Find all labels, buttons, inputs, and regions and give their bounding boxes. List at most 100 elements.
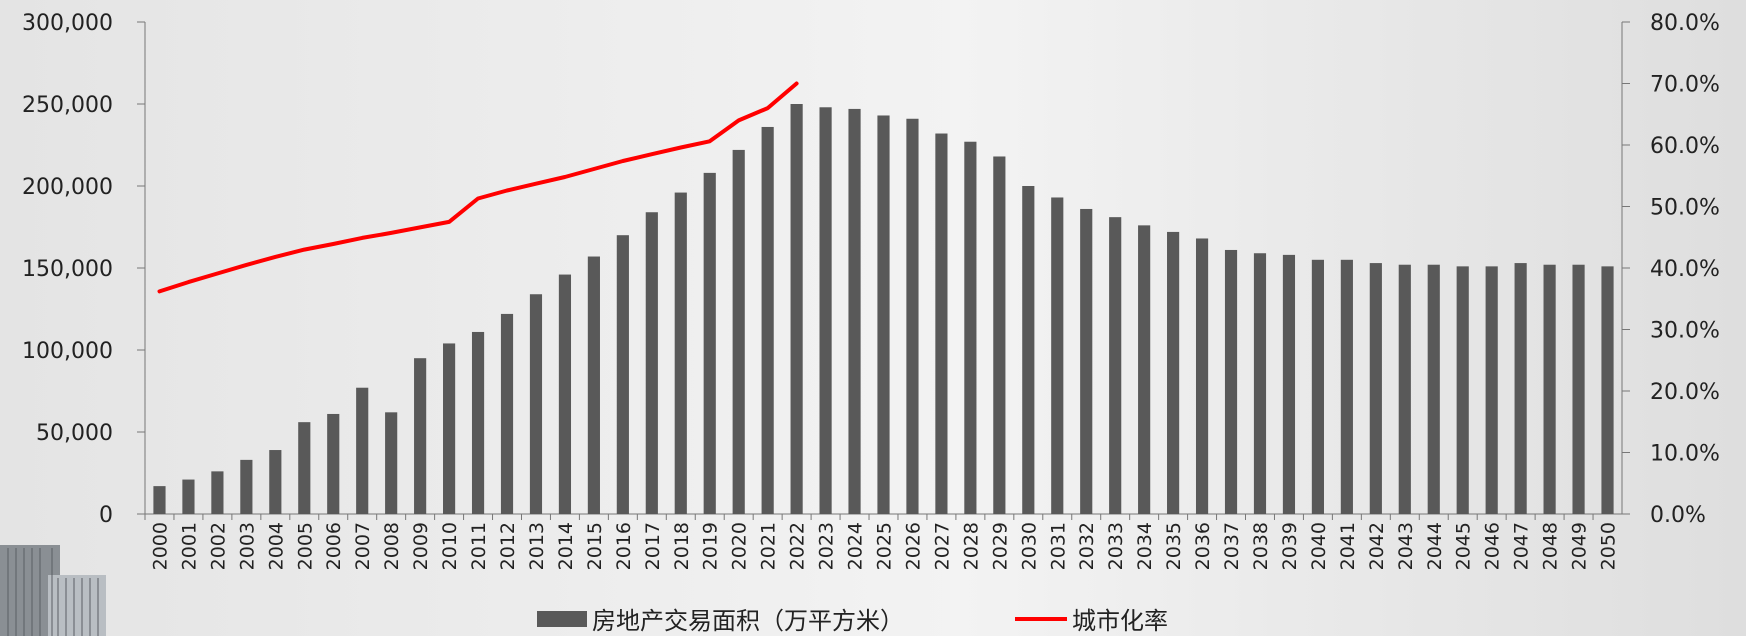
bar	[240, 459, 253, 514]
x-tick-label: 2041	[1337, 522, 1359, 570]
x-tick-label: 2033	[1105, 522, 1127, 570]
bar	[443, 343, 456, 514]
bar	[964, 141, 977, 514]
bar	[935, 133, 948, 514]
bar	[414, 358, 427, 514]
building-decoration-icon	[0, 545, 106, 636]
bar	[1109, 217, 1122, 514]
x-tick-label: 2014	[555, 522, 577, 570]
bar	[1253, 253, 1267, 515]
bar	[819, 107, 832, 514]
bar	[877, 115, 890, 514]
bar	[587, 256, 600, 514]
y-right-tick-label: 10.0%	[1650, 442, 1720, 467]
x-tick-label: 2004	[265, 522, 287, 570]
x-tick-label: 2044	[1424, 522, 1446, 570]
bar	[848, 108, 861, 515]
x-tick-label: 2028	[960, 522, 982, 570]
y-left-tick-label: 300,000	[22, 11, 113, 36]
bar	[1340, 259, 1353, 514]
x-tick-label: 2043	[1395, 522, 1417, 570]
x-tick-label: 2032	[1076, 522, 1098, 570]
y-right-tick-label: 0.0%	[1650, 503, 1706, 528]
y-right-tick-label: 20.0%	[1650, 380, 1720, 405]
x-tick-label: 2039	[1279, 522, 1301, 570]
bar	[1080, 208, 1093, 514]
x-tick-label: 2050	[1598, 522, 1620, 570]
bar	[1485, 266, 1498, 514]
x-tick-label: 2042	[1366, 522, 1388, 570]
bar	[1514, 263, 1527, 514]
y-right-tick-label: 30.0%	[1650, 319, 1720, 344]
x-tick-label: 2046	[1482, 522, 1504, 570]
y-right-tick-label: 40.0%	[1650, 257, 1720, 282]
y-left-tick-label: 50,000	[36, 421, 113, 446]
x-tick-label: 2024	[845, 522, 867, 570]
x-tick-label: 2013	[526, 522, 548, 570]
x-tick-label: 2009	[410, 522, 432, 570]
x-tick-label: 2000	[149, 522, 171, 570]
y-left-tick-label: 250,000	[22, 93, 113, 118]
x-tick-label: 2026	[902, 522, 924, 570]
x-tick-label: 2017	[642, 522, 664, 570]
x-tick-label: 2037	[1221, 522, 1243, 570]
bar	[616, 235, 629, 514]
x-tick-label: 2047	[1511, 522, 1533, 570]
bar	[674, 192, 687, 514]
x-tick-label: 2011	[468, 522, 490, 570]
bar	[790, 104, 803, 514]
bar	[1167, 231, 1180, 515]
x-tick-label: 2038	[1250, 522, 1272, 570]
x-tick-label: 2022	[787, 522, 809, 570]
legend-bar-swatch	[537, 611, 587, 627]
x-tick-label: 2023	[816, 522, 838, 570]
bar	[182, 479, 195, 514]
y-left-tick-label: 0	[99, 503, 113, 528]
bar	[1138, 225, 1151, 515]
x-tick-label: 2019	[700, 522, 722, 570]
bar	[1456, 266, 1469, 514]
x-tick-label: 2034	[1134, 522, 1156, 570]
bar	[1311, 259, 1324, 514]
x-tick-label: 2018	[671, 522, 693, 570]
bar	[1224, 249, 1238, 514]
x-tick-label: 2016	[613, 522, 635, 570]
bar	[298, 422, 311, 514]
legend-bar-label: 房地产交易面积（万平方米）	[592, 607, 904, 635]
x-tick-label: 2029	[989, 522, 1011, 570]
axes: 300,000 250,000 200,000 150,000 100,000 50,00…	[22, 11, 1720, 570]
bar	[761, 126, 774, 515]
x-tick-label: 2030	[1018, 522, 1040, 570]
y-right-tick-label: 50.0%	[1650, 196, 1720, 221]
bar	[1572, 264, 1585, 514]
bar	[500, 313, 514, 514]
y-right-tick-label: 80.0%	[1650, 11, 1720, 36]
bar	[269, 450, 282, 514]
legend-line-label: 城市化率	[1072, 607, 1168, 635]
x-tick-label: 2006	[323, 522, 345, 570]
x-tick-label: 2021	[758, 522, 780, 570]
x-tick-label: 2015	[584, 522, 606, 570]
bar	[153, 486, 166, 514]
bar	[1543, 264, 1556, 514]
x-tick-label: 2010	[439, 522, 461, 570]
x-tick-label: 2003	[236, 522, 258, 570]
line-series	[157, 81, 799, 294]
bar	[327, 413, 340, 514]
x-tick-label: 2031	[1047, 522, 1069, 570]
urbanization-rate-line	[157, 81, 799, 294]
bar	[385, 412, 398, 514]
x-tick-label: 2002	[207, 522, 229, 570]
x-tick-label: 2008	[381, 522, 403, 570]
bar	[211, 471, 224, 514]
x-tick-label: 2035	[1163, 522, 1185, 570]
x-tick-label: 2025	[874, 522, 896, 570]
bar	[645, 212, 658, 515]
bar	[1051, 197, 1064, 515]
x-tick-label: 2045	[1453, 522, 1475, 570]
x-tick-label: 2007	[352, 522, 374, 570]
bar	[1282, 254, 1296, 514]
bar	[906, 118, 919, 514]
